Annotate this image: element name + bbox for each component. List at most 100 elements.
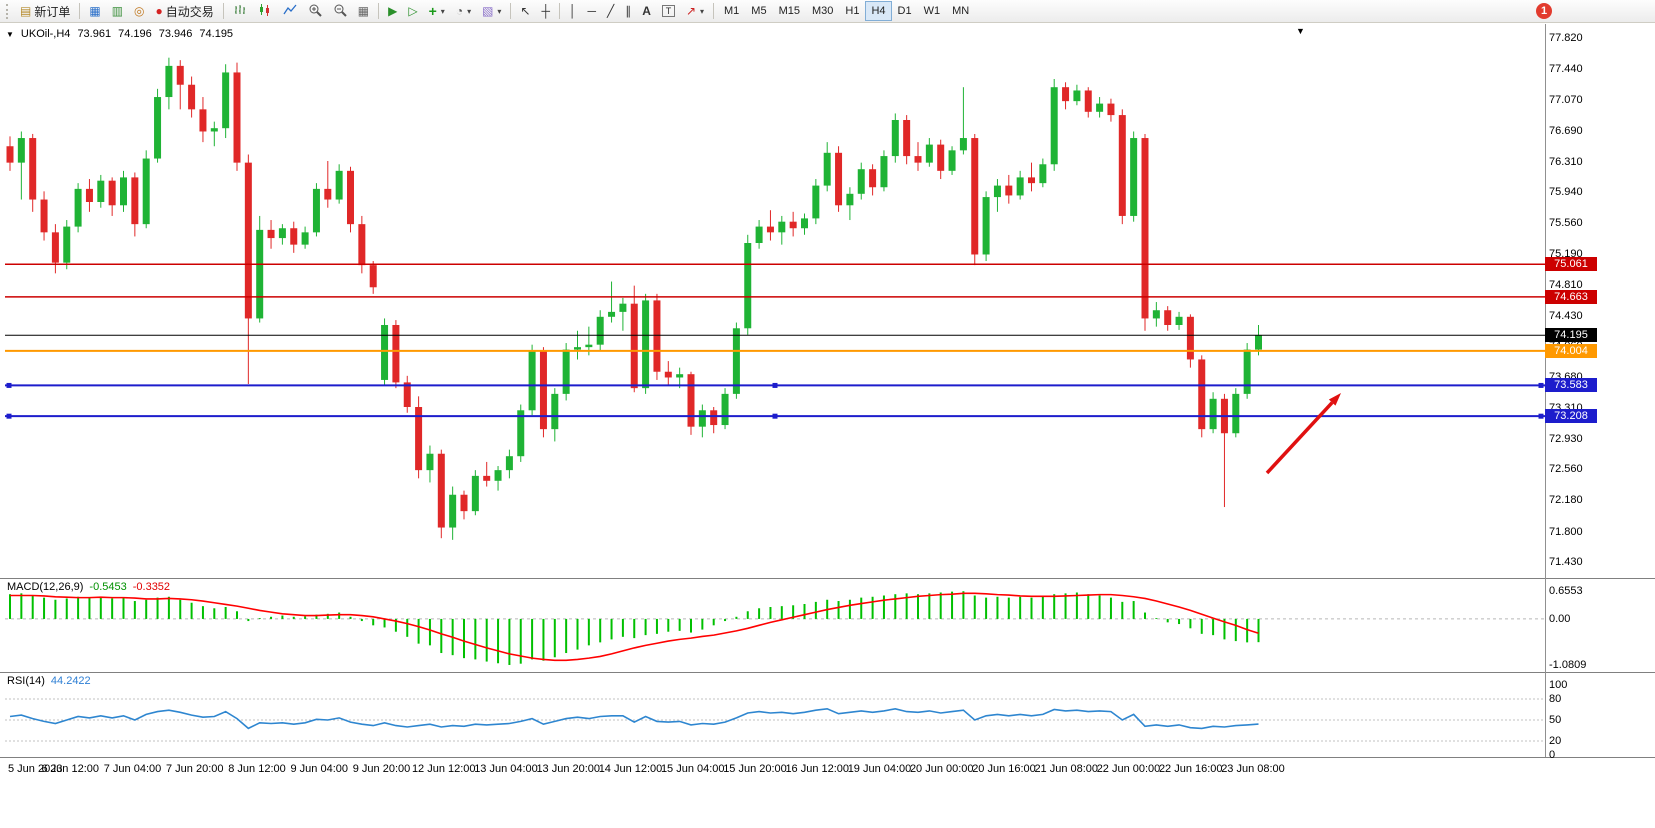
rsi-tick-label: 50 (1549, 714, 1562, 726)
timeframe-MN[interactable]: MN (946, 1, 975, 21)
collapse-icon[interactable]: ▼ (6, 29, 14, 39)
chevron-down-icon: ▾ (497, 6, 502, 16)
symbol-period-label: UKOil-,H4 (20, 28, 71, 40)
main-chart-svg[interactable] (0, 24, 1655, 578)
timeframe-M1[interactable]: M1 (718, 1, 745, 21)
macd-svg[interactable] (0, 579, 1655, 673)
market-watch-button[interactable]: ▦ (84, 1, 105, 21)
rsi-svg[interactable] (0, 673, 1655, 758)
time-tick-label: 12 Jun 12:00 (411, 763, 476, 775)
toolbar-separator (713, 3, 715, 19)
price-line-badge: 74.663 (1545, 289, 1597, 304)
low-value: 73.946 (158, 28, 193, 40)
periods-clock-icon: ◔ (455, 4, 464, 18)
text-label-button[interactable]: T (657, 1, 680, 21)
indicators-button[interactable]: + ▾ (424, 1, 450, 21)
zoom-in-icon (308, 3, 322, 20)
cursor-icon: ↖ (520, 4, 531, 18)
autotrading-button[interactable]: ● 自动交易 (151, 1, 219, 21)
timeframe-D1[interactable]: D1 (892, 1, 918, 21)
market-watch-icon: ▦ (89, 4, 101, 18)
line-chart-button[interactable] (278, 1, 302, 21)
new-order-button[interactable]: ▤ 新订单 (15, 1, 75, 21)
rsi-panel[interactable]: RSI(14) 44.2422 100 80 50 20 0 (0, 672, 1655, 761)
chart-shift-button[interactable]: ▷ (403, 1, 422, 21)
price-tick-label: 76.310 (1549, 155, 1583, 168)
zoom-out-button[interactable] (328, 1, 352, 21)
main-chart-panel[interactable]: ▼ UKOil-,H4 73.961 74.196 73.946 74.195 … (0, 24, 1655, 578)
macd-signal-value: -0.3352 (132, 581, 171, 593)
crosshair-button[interactable]: ┼ (537, 1, 556, 21)
tile-windows-button[interactable]: ▦ (353, 1, 374, 21)
timeframe-H4[interactable]: H4 (865, 1, 892, 21)
timeframe-M30[interactable]: M30 (806, 1, 839, 21)
cursor-button[interactable]: ↖ (515, 1, 535, 21)
price-tick-label: 72.560 (1549, 463, 1583, 476)
time-tick-label: 14 Jun 12:00 (598, 763, 663, 775)
rsi-tick-label: 0 (1549, 749, 1556, 761)
macd-tick-label: -1.0809 (1549, 659, 1587, 671)
toolbar-separator (222, 3, 224, 19)
rsi-tick-label: 100 (1549, 679, 1568, 691)
navigator-button[interactable]: ◎ (129, 1, 149, 21)
toolbar-grip[interactable] (6, 3, 11, 19)
rsi-label: RSI(14) (7, 675, 45, 687)
candlestick-chart-button[interactable] (253, 1, 277, 21)
price-line-badge: 74.195 (1545, 328, 1597, 343)
vertical-line-icon: │ (569, 4, 577, 18)
time-axis[interactable]: 5 Jun 2023 6 Jun 12:00 7 Jun 04:00 7 Jun 20… (0, 757, 1655, 828)
time-tick-label: 6 Jun 12:00 (41, 763, 100, 775)
text-label-icon: T (661, 5, 675, 17)
indicators-icon: + (428, 3, 437, 19)
time-tick-label: 23 Jun 08:00 (1221, 763, 1285, 775)
trendline-button[interactable]: ╱ (602, 1, 619, 21)
price-tick-label: 71.430 (1549, 555, 1583, 568)
templates-icon: ▧ (482, 4, 494, 18)
time-tick-label: 20 Jun 00:00 (909, 763, 974, 775)
rsi-header: RSI(14) 44.2422 (7, 675, 91, 687)
time-tick-label: 16 Jun 12:00 (785, 763, 850, 775)
time-tick-label: 7 Jun 04:00 (103, 763, 162, 775)
timeframe-W1[interactable]: W1 (918, 1, 947, 21)
arrows-icon: ↗ (685, 4, 696, 18)
open-value: 73.961 (77, 28, 112, 40)
time-tick-label: 22 Jun 16:00 (1158, 763, 1223, 775)
macd-panel[interactable]: MACD(12,26,9) -0.5453 -0.3352 0.6553 0.00… (0, 578, 1655, 672)
timeframe-M5[interactable]: M5 (745, 1, 772, 21)
bar-chart-button[interactable] (228, 1, 252, 21)
vertical-line-button[interactable]: │ (564, 1, 582, 21)
periods-button[interactable]: ◔ ▾ (451, 1, 476, 21)
timeframe-M15[interactable]: M15 (773, 1, 806, 21)
navigator-icon: ◎ (134, 4, 145, 18)
templates-button[interactable]: ▧ ▾ (477, 1, 506, 21)
text-button[interactable]: A (637, 1, 656, 21)
text-icon: A (642, 4, 651, 18)
time-tick-label: 9 Jun 04:00 (290, 763, 349, 775)
rsi-tick-label: 20 (1549, 735, 1562, 747)
horizontal-line-button[interactable]: ─ (583, 1, 602, 21)
chevron-down-icon: ▾ (700, 6, 705, 16)
arrows-button[interactable]: ↗ ▾ (681, 1, 709, 21)
new-order-label: 新订单 (34, 4, 71, 19)
main-toolbar: ▤ 新订单 ▦ ▥ ◎ ● 自动交易 (0, 0, 1655, 23)
data-window-icon: ▥ (111, 4, 124, 18)
chart-mini-dropdown-icon[interactable]: ▼ (1296, 26, 1305, 36)
price-tick-label: 72.180 (1549, 494, 1583, 507)
crosshair-icon: ┼ (541, 4, 551, 18)
price-line-badge: 73.208 (1545, 409, 1597, 424)
auto-scroll-button[interactable]: ▶ (383, 1, 402, 21)
time-tick-label: 8 Jun 12:00 (228, 763, 286, 775)
timeframe-H1[interactable]: H1 (839, 1, 865, 21)
zoom-in-button[interactable] (303, 1, 327, 21)
time-tick-label: 9 Jun 20:00 (352, 763, 411, 775)
notification-badge[interactable]: 1 (1536, 3, 1552, 19)
autotrading-label: 自动交易 (165, 4, 214, 19)
toolbar-separator (79, 3, 81, 19)
close-value: 74.195 (199, 28, 234, 40)
macd-main-value: -0.5453 (89, 581, 127, 593)
price-tick-label: 75.940 (1549, 186, 1583, 199)
time-tick-label: 21 Jun 08:00 (1034, 763, 1099, 775)
data-window-button[interactable]: ▥ (107, 1, 128, 21)
channel-button[interactable]: ∥ (620, 1, 636, 21)
